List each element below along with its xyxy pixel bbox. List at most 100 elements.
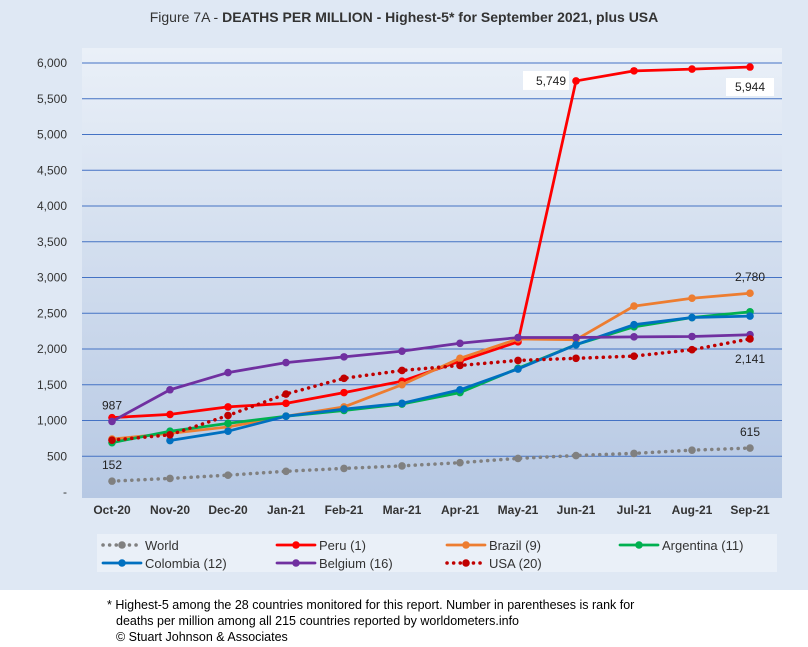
data-point — [166, 431, 174, 439]
y-tick-label: 3,500 — [37, 235, 67, 249]
data-point — [340, 388, 348, 397]
data-point — [630, 67, 638, 75]
data-point — [398, 347, 406, 355]
data-point — [456, 458, 464, 467]
y-tick-label: 2,000 — [37, 342, 67, 356]
legend-label: Brazil (9) — [489, 538, 541, 553]
data-point — [224, 403, 232, 411]
data-point — [282, 358, 290, 367]
legend-item-argentina-11: Argentina (11) — [618, 538, 743, 553]
data-point — [282, 467, 290, 476]
legend-label: World — [145, 538, 179, 553]
plot-area — [82, 48, 782, 498]
y-tick-label: 3,000 — [37, 271, 67, 285]
legend-marker — [292, 559, 300, 567]
data-point — [688, 332, 696, 341]
y-tick-label: - — [63, 485, 67, 499]
legend-marker — [292, 541, 300, 549]
data-label: 5,749 — [536, 74, 566, 88]
legend-item-belgium-16: Belgium (16) — [275, 556, 393, 571]
legend-label: USA (20) — [489, 556, 542, 571]
legend: World Peru (1) Brazil (9) Argentina (11) Col… — [101, 538, 743, 571]
footnote-line-1: * Highest-5 among the 28 countries monit… — [107, 598, 635, 612]
data-point — [398, 366, 406, 375]
data-point — [282, 412, 290, 421]
data-point — [340, 464, 348, 473]
data-point — [688, 65, 696, 73]
series-line — [110, 291, 752, 441]
y-tick-label: 6,000 — [37, 56, 67, 70]
data-point — [108, 417, 116, 426]
legend-item-usa-20: USA (20) — [445, 556, 542, 571]
data-point — [630, 352, 638, 360]
data-label-bg — [523, 70, 569, 90]
data-point — [572, 354, 580, 363]
data-point — [108, 436, 116, 444]
data-label: 152 — [102, 458, 122, 472]
data-point — [746, 312, 754, 320]
data-point — [746, 289, 754, 298]
data-point — [224, 419, 232, 428]
data-label: 615 — [740, 425, 760, 439]
data-point — [514, 365, 522, 373]
data-point — [166, 410, 174, 419]
data-point — [282, 399, 290, 408]
data-label: 987 — [102, 398, 122, 412]
x-tick-label: Dec-20 — [208, 503, 248, 517]
footnote: * Highest-5 among the 28 countries monit… — [107, 597, 767, 645]
x-tick-label: Jul-21 — [617, 503, 652, 517]
data-point — [166, 436, 174, 445]
chart-title-main: DEATHS PER MILLION - Highest-5* for Sept… — [222, 9, 659, 25]
data-point — [688, 294, 696, 303]
legend-box — [97, 534, 777, 572]
x-tick-label: Nov-20 — [150, 503, 190, 517]
data-point — [630, 449, 638, 458]
data-point — [456, 361, 464, 370]
data-point — [398, 380, 406, 389]
x-tick-label: Oct-20 — [93, 503, 131, 517]
x-tick-label: Aug-21 — [672, 503, 713, 517]
data-point — [456, 339, 464, 348]
legend-marker — [118, 559, 126, 567]
chart-title: Figure 7A - DEATHS PER MILLION - Highest… — [0, 9, 808, 25]
y-tick-label: 5,000 — [37, 128, 67, 142]
series-line — [110, 310, 752, 445]
y-tick-label: 5,500 — [37, 92, 67, 106]
data-point — [456, 354, 464, 363]
legend-marker — [118, 541, 126, 549]
y-tick-label: 4,500 — [37, 163, 67, 177]
legend-marker — [462, 541, 470, 549]
data-point — [688, 313, 696, 322]
data-label-bg — [726, 78, 774, 97]
data-point — [746, 335, 754, 343]
x-tick-label: Jan-21 — [267, 503, 305, 517]
data-point — [688, 446, 696, 454]
x-tick-label: Jun-21 — [557, 503, 596, 517]
legend-label: Argentina (11) — [662, 538, 743, 553]
data-point — [514, 454, 522, 463]
x-axis-tick-labels: Oct-20 Nov-20 Dec-20 Jan-21 Feb-21 Mar-21 Apr-… — [93, 503, 770, 517]
legend-marker — [462, 559, 470, 567]
data-label: 2,780 — [735, 270, 765, 284]
footnote-line-3: © Stuart Johnson & Associates — [116, 630, 288, 644]
legend-label: Colombia (12) — [145, 556, 227, 571]
series-colombia-12 — [166, 312, 754, 445]
data-point — [572, 333, 580, 342]
data-point — [514, 356, 522, 365]
y-axis-tick-labels: - 500 1,000 1,500 2,000 2,500 3,000 3,500 4,000 4… — [37, 56, 67, 499]
legend-label: Peru (1) — [319, 538, 366, 553]
data-point — [398, 399, 406, 408]
x-tick-label: Mar-21 — [383, 503, 422, 517]
data-point — [340, 405, 348, 413]
x-tick-label: May-21 — [498, 503, 539, 517]
legend-item-peru-1: Peru (1) — [275, 538, 366, 553]
y-tick-label: 2,500 — [37, 306, 67, 320]
data-point — [572, 340, 580, 349]
data-point — [224, 411, 232, 420]
data-point — [630, 302, 638, 310]
data-point — [166, 474, 174, 483]
x-tick-label: Sep-21 — [730, 503, 770, 517]
footnote-line-2: deaths per million among all 215 countri… — [116, 614, 519, 628]
data-point — [746, 63, 754, 71]
data-labels: 987 152 5,749 5,944 2,780 2,141 615 — [102, 70, 774, 472]
